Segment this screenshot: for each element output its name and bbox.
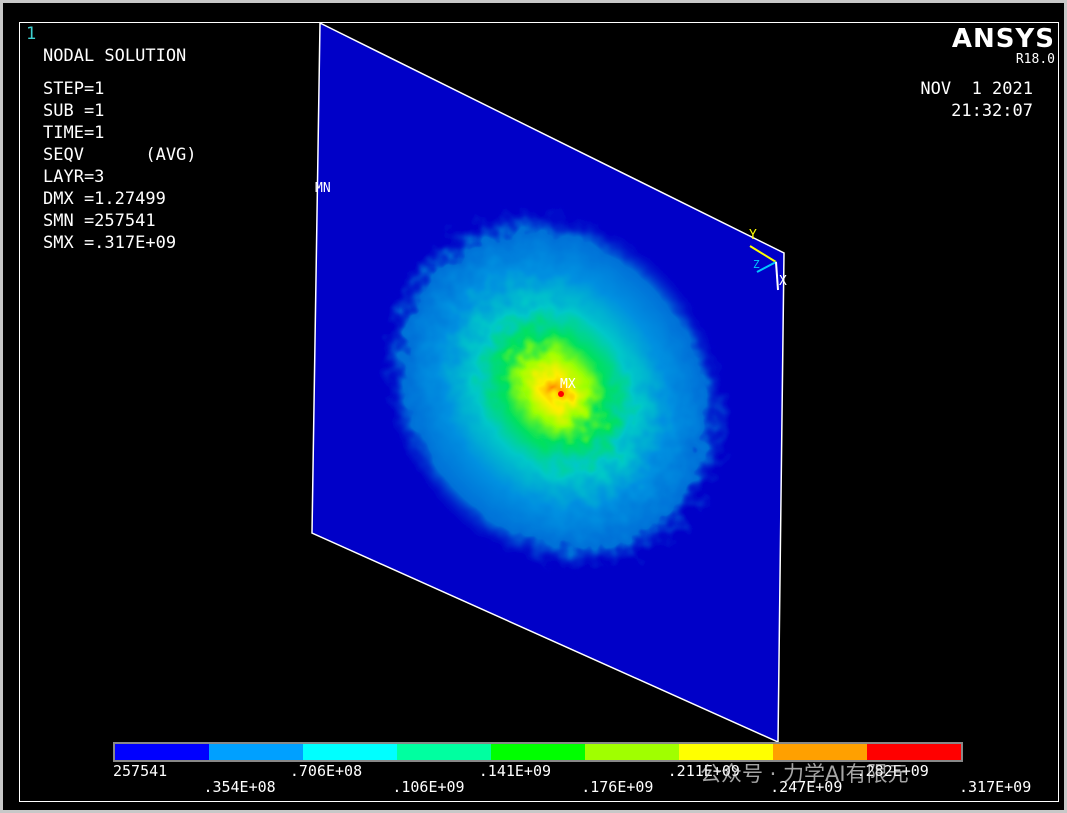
legend-swatch: [209, 744, 303, 760]
stress-contour: [378, 205, 732, 575]
watermark: 公众号 · 力学AI有限元: [700, 762, 909, 786]
legend-swatch: [115, 744, 209, 760]
legend-label-lower: .106E+09: [392, 778, 465, 796]
legend-swatch: [303, 744, 397, 760]
legend-swatch: [867, 744, 961, 760]
legend-label-upper: .282E+09: [856, 762, 929, 780]
time-label: 21:32:07: [951, 101, 1033, 121]
legend-label-lower: .317E+09: [959, 778, 1032, 796]
legend-label-lower: .176E+09: [581, 778, 654, 796]
info-line: LAYR=3: [43, 167, 105, 187]
ansys-logo: ANSYS R18.0: [952, 24, 1055, 67]
axis-y-label: Y: [749, 228, 757, 243]
info-line: STEP=1: [43, 79, 105, 99]
axis-x-label: X: [779, 274, 787, 289]
date-label: NOV 1 2021: [920, 79, 1033, 99]
brand-name: ANSYS: [951, 24, 1055, 54]
legend-label-upper: 257541: [113, 762, 168, 780]
info-line: SMX =.317E+09: [43, 233, 177, 253]
info-line: SMN =257541: [43, 211, 156, 231]
legend-swatch: [397, 744, 491, 760]
legend-label-upper: .211E+09: [667, 762, 740, 780]
plot-border: [19, 22, 1059, 802]
legend-label-upper: .706E+08: [289, 762, 363, 780]
legend-swatch: [585, 744, 679, 760]
version-label: R18.0: [1015, 52, 1055, 67]
legend-label-lower: .247E+09: [770, 778, 843, 796]
legend-label-lower: .354E+08: [203, 778, 276, 796]
legend-label-upper: .141E+09: [478, 762, 552, 780]
min-marker: MN: [315, 181, 331, 196]
info-line: SEQV (AVG): [43, 145, 197, 165]
max-marker: MX: [560, 377, 576, 392]
max-point: [558, 391, 564, 397]
legend-swatch: [773, 744, 867, 760]
plot-title: NODAL SOLUTION: [43, 46, 187, 66]
legend-swatch: [491, 744, 585, 760]
window-number: 1: [26, 24, 37, 44]
info-line: SUB =1: [43, 101, 105, 121]
legend-swatch: [679, 744, 773, 760]
contour-legend: [113, 742, 963, 762]
axis-triad: Y Z X: [749, 228, 787, 291]
info-line: DMX =1.27499: [43, 189, 166, 209]
info-line: TIME=1: [43, 123, 105, 143]
axis-z-label: Z: [753, 258, 760, 271]
